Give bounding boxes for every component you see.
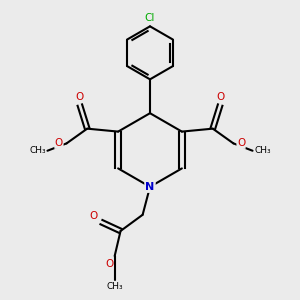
Text: Cl: Cl [145, 13, 155, 23]
Text: CH₃: CH₃ [254, 146, 271, 155]
Text: O: O [76, 92, 84, 102]
Text: CH₃: CH₃ [106, 282, 123, 291]
Text: O: O [90, 211, 98, 221]
Text: CH₃: CH₃ [29, 146, 46, 155]
Text: O: O [237, 138, 245, 148]
Text: O: O [105, 259, 113, 269]
Text: O: O [55, 138, 63, 148]
Text: O: O [216, 92, 224, 102]
Text: N: N [146, 182, 154, 192]
